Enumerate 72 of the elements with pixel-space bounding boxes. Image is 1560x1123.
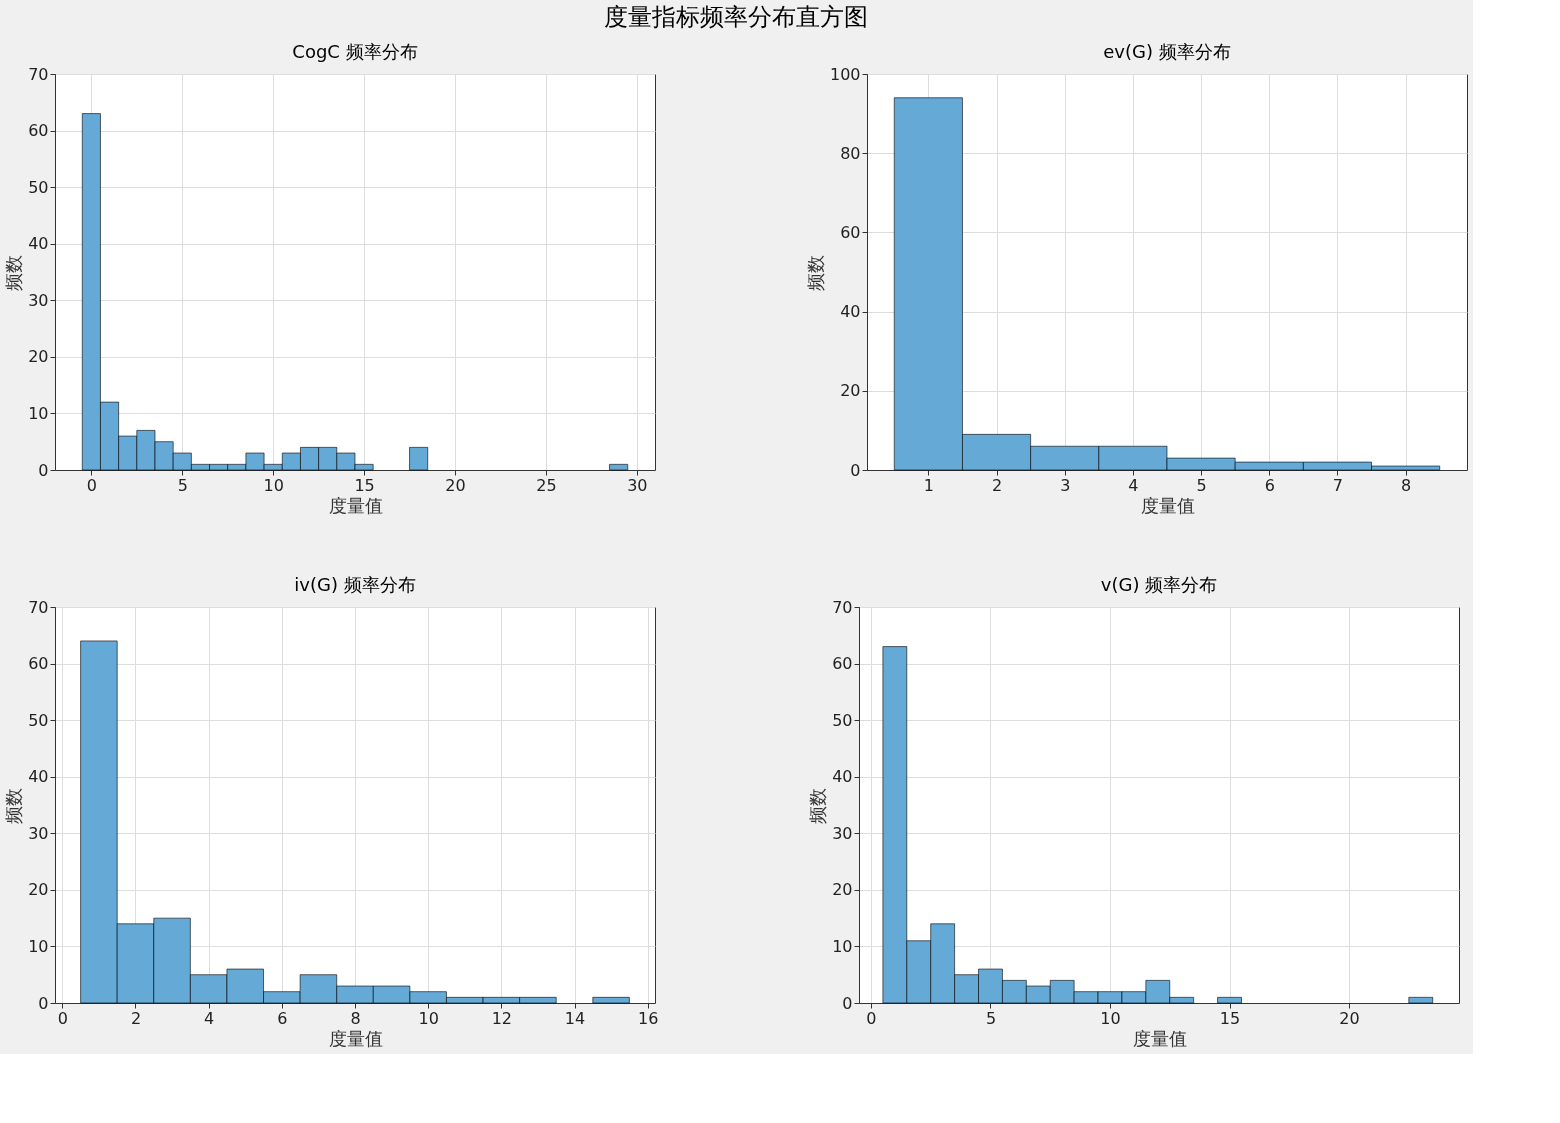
- y-tick-label: 10: [832, 936, 853, 956]
- y-axis-title: 频数: [807, 787, 829, 824]
- x-tick-label: 7: [1332, 475, 1344, 495]
- y-tick-label: 40: [28, 234, 49, 254]
- x-tick-label: 0: [57, 1008, 68, 1028]
- x-tick-label: 10: [1100, 1008, 1121, 1028]
- y-tick-label: 0: [38, 460, 49, 480]
- x-axis-title: 度量值: [328, 1027, 383, 1049]
- x-tick-label: 14: [564, 1008, 586, 1028]
- y-tick-label: 60: [28, 121, 49, 141]
- x-tick-label: 1: [923, 475, 934, 495]
- y-tick-label: 80: [840, 143, 861, 163]
- y-tick-label: 20: [840, 381, 861, 401]
- y-tick-label: 30: [28, 823, 49, 843]
- x-axis-title: 度量值: [1140, 494, 1195, 516]
- y-tick-label: 60: [28, 654, 49, 674]
- y-tick-label: 70: [28, 597, 49, 617]
- x-tick-label: 12: [491, 1008, 513, 1028]
- y-tick-label: 100: [829, 64, 861, 84]
- x-tick-label: 20: [445, 475, 466, 495]
- chart-title: iv(G) 频率分布: [294, 574, 416, 595]
- y-tick-label: 50: [28, 177, 49, 197]
- chart-title: CogC 频率分布: [292, 41, 418, 62]
- y-tick-label: 10: [28, 403, 49, 423]
- x-axis-title: 度量值: [1132, 1027, 1187, 1049]
- x-tick-label: 6: [1264, 475, 1275, 495]
- y-tick-label: 50: [28, 710, 49, 730]
- y-tick-label: 70: [832, 597, 853, 617]
- x-tick-label: 4: [1128, 475, 1139, 495]
- x-tick-label: 5: [985, 1008, 997, 1028]
- x-tick-label: 30: [627, 475, 648, 495]
- y-tick-label: 0: [842, 993, 853, 1013]
- y-tick-label: 40: [832, 767, 853, 787]
- x-tick-label: 8: [1401, 475, 1412, 495]
- x-tick-label: 4: [204, 1008, 215, 1028]
- y-axis-title: 频数: [3, 787, 25, 824]
- y-tick-label: 30: [28, 290, 49, 310]
- x-tick-label: 0: [86, 475, 97, 495]
- x-tick-label: 10: [418, 1008, 439, 1028]
- x-tick-label: 2: [130, 1008, 142, 1028]
- y-tick-label: 60: [832, 654, 853, 674]
- x-tick-label: 6: [277, 1008, 288, 1028]
- x-tick-label: 16: [638, 1008, 659, 1028]
- y-tick-label: 60: [840, 222, 861, 242]
- x-tick-label: 3: [1060, 475, 1071, 495]
- y-tick-label: 40: [28, 767, 49, 787]
- x-tick-label: 25: [536, 475, 557, 495]
- y-tick-label: 20: [832, 880, 853, 900]
- y-tick-label: 30: [832, 823, 853, 843]
- y-axis-title: 频数: [804, 254, 826, 291]
- y-tick-label: 0: [850, 460, 861, 480]
- text: 度量指标频率分布直方图: [604, 2, 869, 31]
- y-tick-label: 50: [832, 710, 853, 730]
- x-axis-title: 度量值: [328, 494, 383, 516]
- y-tick-label: 0: [38, 993, 49, 1013]
- y-tick-label: 10: [28, 936, 49, 956]
- x-tick-label: 5: [1196, 475, 1207, 495]
- x-tick-label: 15: [354, 475, 375, 495]
- x-tick-label: 8: [350, 1008, 361, 1028]
- x-tick-label: 5: [177, 475, 188, 495]
- x-tick-label: 20: [1339, 1008, 1360, 1028]
- chart-title: v(G) 频率分布: [1100, 574, 1218, 595]
- y-tick-label: 20: [28, 347, 49, 367]
- x-tick-label: 2: [991, 475, 1003, 495]
- x-tick-label: 0: [866, 1008, 877, 1028]
- y-tick-label: 20: [28, 880, 49, 900]
- y-axis-title: 频数: [3, 254, 25, 291]
- chart-title: ev(G) 频率分布: [1103, 41, 1231, 62]
- x-tick-label: 15: [1219, 1008, 1241, 1028]
- x-tick-label: 10: [263, 475, 284, 495]
- y-tick-label: 40: [840, 302, 861, 322]
- y-tick-label: 70: [28, 64, 49, 84]
